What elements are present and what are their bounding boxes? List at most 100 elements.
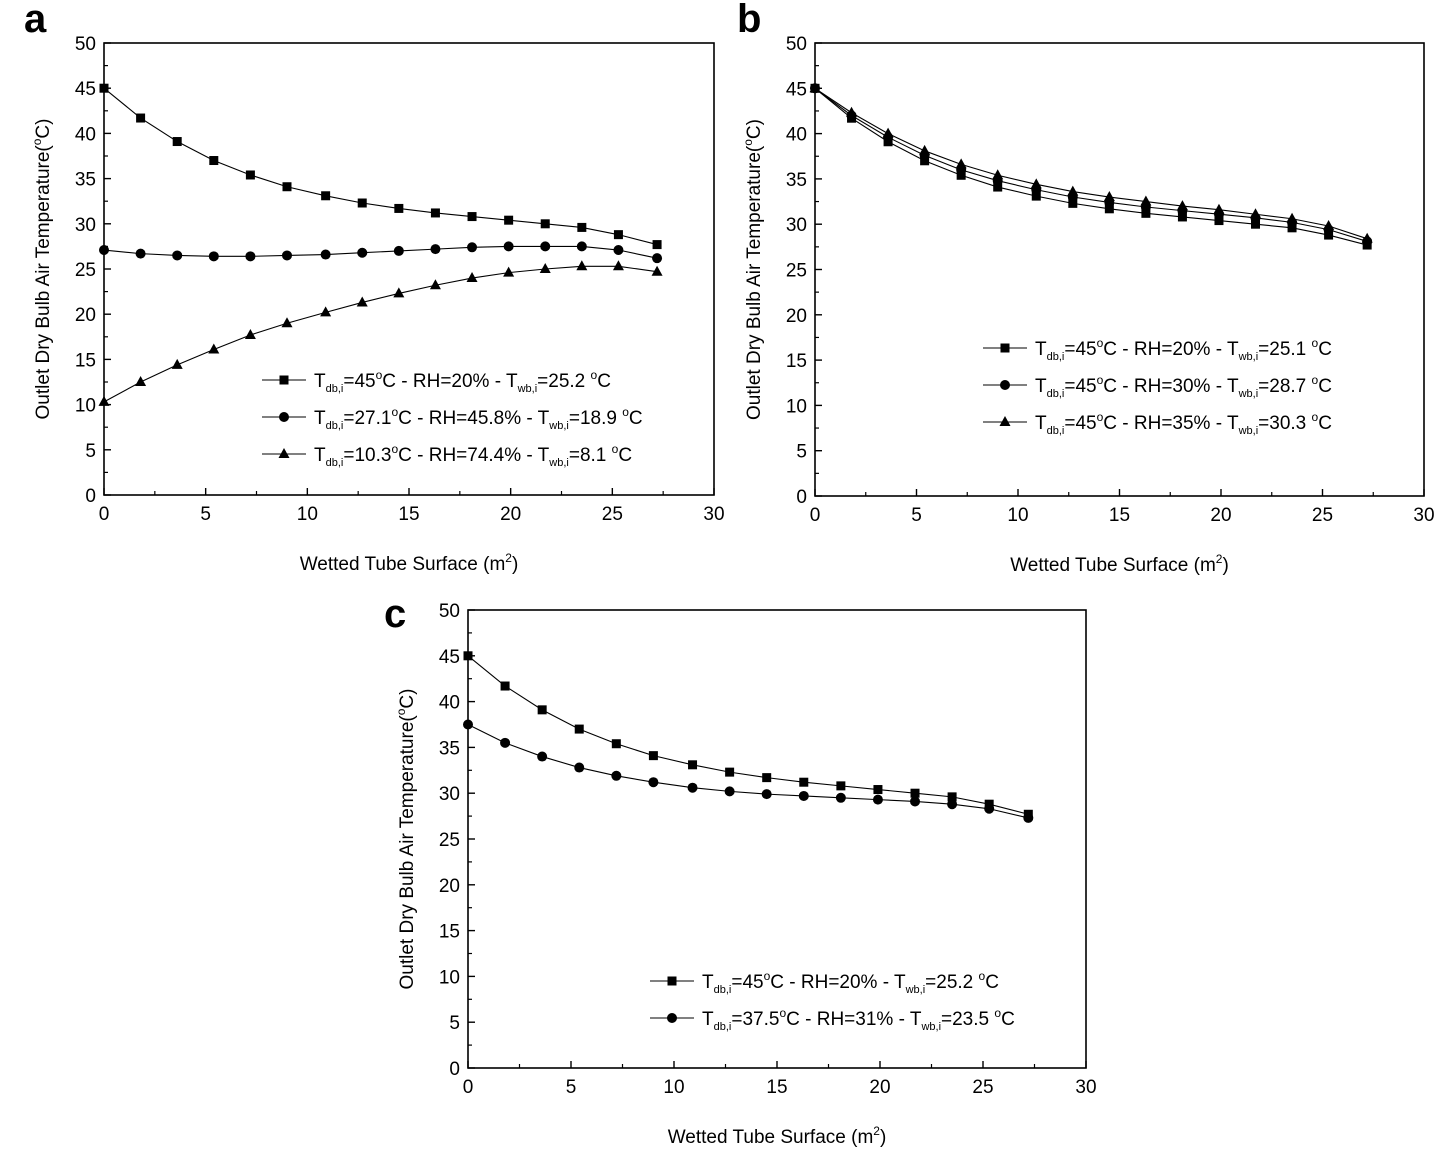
legend-text-segment: =45 xyxy=(1064,413,1096,434)
x-axis-title: Wetted Tube Surface (m2) xyxy=(668,1124,887,1148)
x-tick-label: 5 xyxy=(200,504,211,525)
y-tick-label: 40 xyxy=(786,125,807,146)
legend-text-segment: wb,i xyxy=(1238,425,1259,437)
legend-text-segment: o xyxy=(994,1006,1001,1020)
legend-text-segment: =25.2 xyxy=(537,371,590,392)
axis-title-segment: 2 xyxy=(505,551,512,565)
legend-marker xyxy=(278,448,290,458)
data-point xyxy=(537,751,548,762)
legend-text-segment: C - RH=45.8% - T xyxy=(398,408,550,429)
data-point xyxy=(500,681,510,691)
legend-entry: Tdb,i=45oC - RH=20% - Twb,i=25.2 oC xyxy=(650,969,999,996)
legend-text-segment: C xyxy=(1318,376,1332,397)
legend-text-segment: T xyxy=(314,371,326,392)
legend-marker xyxy=(667,976,677,986)
data-point xyxy=(1141,208,1151,218)
legend-text-segment: o xyxy=(376,368,383,382)
legend-text-segment: C xyxy=(597,371,611,392)
series-line xyxy=(814,87,1368,246)
axis-title-segment: Outlet Dry Bulb Air Temperature( xyxy=(744,145,765,420)
data-point xyxy=(209,156,219,166)
data-point xyxy=(872,794,883,805)
x-tick-label: 15 xyxy=(398,504,419,525)
data-point xyxy=(540,241,551,252)
data-point xyxy=(1104,204,1114,214)
legend-entry: Tdb,i=37.5oC - RH=31% - Twb,i=23.5 oC xyxy=(650,1006,1015,1033)
axis-title-segment: C) xyxy=(744,119,765,139)
x-tick-label: 10 xyxy=(297,504,318,525)
data-point xyxy=(1287,223,1297,233)
legend-text-segment: o xyxy=(391,405,398,419)
y-tick-label: 25 xyxy=(75,260,96,281)
data-point xyxy=(244,328,256,339)
data-point xyxy=(613,245,624,256)
legend-marker xyxy=(999,416,1011,426)
data-point xyxy=(1030,178,1042,189)
y-axis-title: Outlet Dry Bulb Air Temperature(oC) xyxy=(394,689,418,990)
legend-entry: Tdb,i=45oC - RH=20% - Twb,i=25.2 oC xyxy=(262,368,611,395)
data-point xyxy=(356,296,368,307)
legend-marker xyxy=(1000,380,1010,390)
data-point xyxy=(393,287,405,298)
data-point xyxy=(613,230,623,240)
legend-label: Tdb,i=45oC - RH=35% - Twb,i=30.3 oC xyxy=(1035,410,1332,437)
legend-text-segment: wb,i xyxy=(548,457,569,469)
data-point xyxy=(98,395,110,406)
data-point xyxy=(846,106,858,117)
y-tick-label: 25 xyxy=(786,261,807,282)
legend-text-segment: C xyxy=(1001,1009,1015,1030)
legend-text-segment: T xyxy=(1035,376,1047,397)
x-tick-label: 20 xyxy=(500,504,521,525)
legend-text-segment: T xyxy=(702,1009,714,1030)
legend-text-segment: o xyxy=(1312,410,1319,424)
chart-panel-c: c 0 5 10 15 20 25 30 0 5 10 15 20 25 30 35 40 45 50 Wetted … xyxy=(384,592,1097,1148)
legend: Tdb,i=45oC - RH=20% - Twb,i=25.1 oCTdb,i… xyxy=(983,336,1332,437)
y-tick-label: 30 xyxy=(75,215,96,236)
data-point xyxy=(1068,198,1078,208)
y-tick-label: 50 xyxy=(786,34,807,55)
data-point xyxy=(540,219,550,229)
data-point xyxy=(208,251,219,262)
data-point xyxy=(394,203,404,213)
legend-entry: Tdb,i=27.1oC - RH=45.8% - Twb,i=18.9 oC xyxy=(262,405,643,432)
legend-text-segment: =25.1 xyxy=(1258,339,1311,360)
x-tick-label: 25 xyxy=(602,504,623,525)
legend-text-segment: C xyxy=(985,972,999,993)
legend-text-segment: o xyxy=(612,442,619,456)
data-point xyxy=(320,249,331,260)
legend-text-segment: o xyxy=(622,405,629,419)
data-point xyxy=(503,241,514,252)
series-circle xyxy=(99,241,663,264)
panel-letter: a xyxy=(24,0,47,41)
data-point xyxy=(612,260,624,271)
data-point xyxy=(955,158,967,169)
legend-text-segment: =8.1 xyxy=(569,445,612,466)
legend-text-segment: C xyxy=(629,408,643,429)
y-tick-label: 0 xyxy=(85,486,96,507)
legend-label: Tdb,i=27.1oC - RH=45.8% - Twb,i=18.9 oC xyxy=(314,405,643,432)
x-axis-title: Wetted Tube Surface (m2) xyxy=(300,551,519,575)
data-point xyxy=(762,773,772,783)
series-line xyxy=(103,245,658,259)
legend-text-segment: T xyxy=(1035,339,1047,360)
data-point xyxy=(320,306,332,317)
y-tick-label: 45 xyxy=(439,647,460,668)
y-tick-label: 35 xyxy=(439,738,460,759)
data-point xyxy=(1214,216,1224,226)
y-tick-label: 20 xyxy=(786,306,807,327)
legend-text-segment: o xyxy=(1097,336,1104,350)
legend-text-segment: =45 xyxy=(731,972,763,993)
data-point xyxy=(245,251,256,262)
data-point xyxy=(281,317,293,328)
legend-text-segment: C - RH=20% - T xyxy=(770,972,906,993)
chart-panel-b: b 0 5 10 15 20 25 30 0 5 10 15 20 25 30 35 40 45 50 Wetted … xyxy=(737,0,1435,576)
series-line xyxy=(814,87,1368,242)
legend-text-segment: o xyxy=(1097,410,1104,424)
data-point xyxy=(648,751,658,761)
legend-text-segment: =37.5 xyxy=(731,1009,779,1030)
x-tick-label: 0 xyxy=(463,1077,474,1098)
legend-text-segment: C - RH=31% - T xyxy=(786,1009,922,1030)
data-point xyxy=(910,796,921,807)
legend-text-segment: T xyxy=(314,408,326,429)
